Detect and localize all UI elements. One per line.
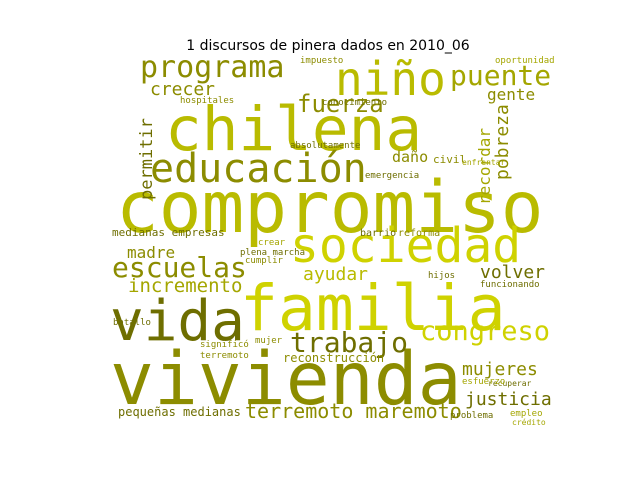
word: hospitales xyxy=(180,96,234,106)
word: terremoto xyxy=(200,351,249,361)
word: problema xyxy=(450,411,493,421)
word: enfrentar xyxy=(462,158,506,167)
word: daño xyxy=(392,148,428,166)
word: programa xyxy=(140,50,285,85)
word: empleo xyxy=(510,409,543,419)
word: familia xyxy=(240,272,506,345)
word: reconstrucción xyxy=(283,351,384,365)
word: crédito xyxy=(512,417,546,427)
word: funcionando xyxy=(480,280,540,290)
word: pequeñas medianas xyxy=(118,405,241,419)
word: escuelas xyxy=(112,251,247,284)
word: chilena xyxy=(165,94,422,165)
word: significó xyxy=(200,339,249,350)
word: batallo xyxy=(113,318,151,328)
word: oportunidad xyxy=(495,56,555,66)
cloud-area xyxy=(100,56,550,432)
word: absolutamente xyxy=(290,141,360,151)
word: recuperar xyxy=(488,379,532,388)
word: impuesto xyxy=(300,56,343,66)
word: esfuerzo xyxy=(462,377,505,387)
word: medianas empresas xyxy=(112,226,225,239)
word: vida xyxy=(110,289,245,354)
chart-title: 1 discursos de pinera dados en 2010_06 xyxy=(186,38,469,54)
word: recordar xyxy=(475,128,494,205)
word: educación xyxy=(150,146,367,192)
word: gente xyxy=(487,85,535,104)
word: emergencia xyxy=(365,171,419,181)
word: congreso xyxy=(420,316,550,347)
word: conocimiento xyxy=(322,98,387,108)
word: reforma xyxy=(398,228,440,239)
word: compromiso xyxy=(116,166,543,249)
word: fuerza xyxy=(297,90,384,118)
word: cumplir xyxy=(245,256,284,266)
word: mujeres xyxy=(462,359,538,380)
word: barrio xyxy=(360,228,396,239)
word: puente xyxy=(450,59,551,92)
word: hijos xyxy=(428,271,455,281)
word: volver xyxy=(480,262,545,283)
word: mujer xyxy=(255,336,283,346)
word: civil xyxy=(433,153,466,166)
word: trabajo xyxy=(290,326,408,359)
word: permitir xyxy=(137,118,157,200)
word: vivienda xyxy=(110,337,462,422)
word: madre xyxy=(127,243,175,262)
word: pobreza xyxy=(492,104,513,180)
word: terremoto maremoto xyxy=(245,399,462,423)
word: incremento xyxy=(128,275,242,297)
word: crecer xyxy=(150,79,215,100)
word: niño xyxy=(335,52,446,106)
word: justicia xyxy=(465,389,552,410)
word: plena marcha xyxy=(240,248,305,258)
word: ayudar xyxy=(303,264,368,285)
word: crear xyxy=(258,238,286,248)
word: sociedad xyxy=(290,218,521,274)
